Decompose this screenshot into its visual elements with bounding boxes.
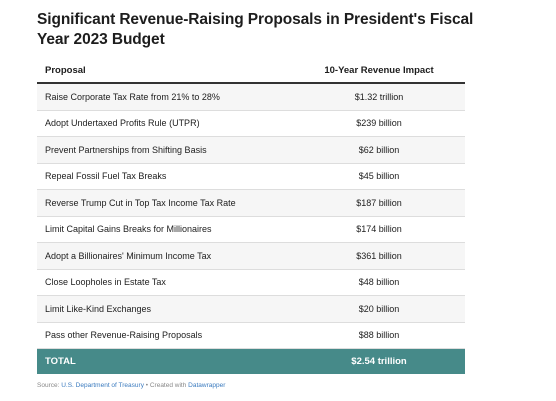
table-row: Raise Corporate Tax Rate from 21% to 28%…	[37, 84, 465, 111]
cell-proposal: Adopt a Billionaires' Minimum Income Tax	[45, 250, 212, 261]
table-row: Repeal Fossil Fuel Tax Breaks $45 billion	[37, 164, 465, 190]
cell-impact: $1.32 trillion	[354, 91, 404, 102]
cell-proposal: Repeal Fossil Fuel Tax Breaks	[45, 171, 167, 182]
cell-impact: $88 billion	[358, 330, 400, 341]
cell-impact: $20 billion	[358, 303, 400, 314]
header-impact: 10-Year Revenue Impact	[324, 64, 434, 76]
table-row: Adopt Undertaxed Profits Rule (UTPR) $239…	[37, 111, 465, 137]
table-row: Pass other Revenue-Raising Proposals $88 …	[37, 323, 465, 349]
table-row: Limit Like-Kind Exchanges $20 billion	[37, 296, 465, 323]
source-note: Source: U.S. Department of Treasury • Cr…	[37, 382, 225, 389]
source-link[interactable]: U.S. Department of Treasury	[61, 382, 144, 389]
cell-impact: $45 billion	[358, 171, 400, 182]
source-separator: • Created with	[143, 382, 189, 389]
total-value: $2.54 trillion	[351, 356, 407, 367]
total-row: TOTAL $2.54 trillion	[37, 349, 465, 374]
total-label: TOTAL	[45, 356, 76, 367]
cell-proposal: Limit Like-Kind Exchanges	[45, 303, 152, 314]
cell-impact: $361 billion	[356, 250, 402, 261]
table-body: Raise Corporate Tax Rate from 21% to 28%…	[37, 84, 465, 349]
cell-proposal: Close Loopholes in Estate Tax	[45, 277, 166, 288]
cell-impact: $48 billion	[358, 277, 400, 288]
cell-impact: $187 billion	[356, 197, 402, 208]
chart-title: Significant Revenue-Raising Proposals in…	[37, 11, 474, 48]
source-prefix: Source:	[37, 382, 62, 389]
table-row: Prevent Partnerships from Shifting Basis…	[37, 137, 465, 164]
cell-proposal: Raise Corporate Tax Rate from 21% to 28%	[45, 91, 220, 102]
table-row: Close Loopholes in Estate Tax $48 billion	[37, 270, 465, 296]
cell-proposal: Reverse Trump Cut in Top Tax Income Tax …	[45, 197, 236, 208]
cell-proposal: Adopt Undertaxed Profits Rule (UTPR)	[45, 118, 200, 129]
datawrapper-link[interactable]: Datawrapper	[188, 382, 226, 389]
table-row: Reverse Trump Cut in Top Tax Income Tax …	[37, 190, 465, 217]
cell-proposal: Pass other Revenue-Raising Proposals	[45, 330, 203, 341]
cell-impact: $174 billion	[356, 224, 402, 235]
table-row: Limit Capital Gains Breaks for Millionai…	[37, 217, 465, 243]
cell-proposal: Prevent Partnerships from Shifting Basis	[45, 144, 207, 155]
cell-proposal: Limit Capital Gains Breaks for Millionai…	[45, 224, 212, 235]
cell-impact: $62 billion	[358, 144, 400, 155]
revenue-table: Proposal 10-Year Revenue Impact Raise Co…	[37, 58, 465, 374]
table-row: Adopt a Billionaires' Minimum Income Tax…	[37, 243, 465, 270]
table-header: Proposal 10-Year Revenue Impact	[37, 58, 465, 84]
header-proposal: Proposal	[45, 64, 86, 76]
cell-impact: $239 billion	[356, 118, 402, 129]
